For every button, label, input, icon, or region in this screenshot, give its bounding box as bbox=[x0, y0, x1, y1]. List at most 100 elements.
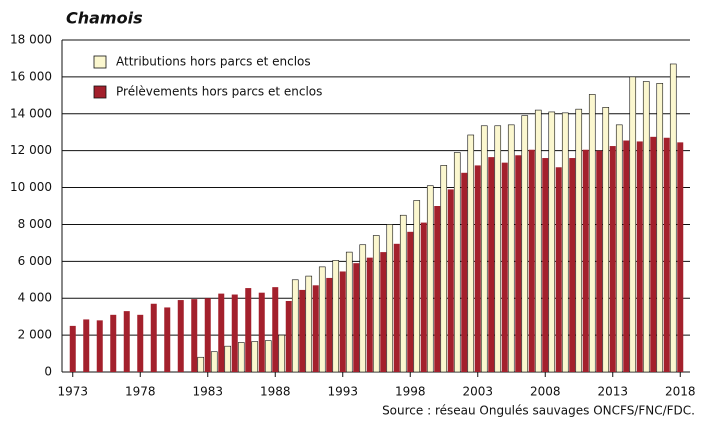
bar bbox=[96, 320, 103, 372]
x-tick-label: 1983 bbox=[192, 385, 223, 399]
bar bbox=[669, 63, 677, 373]
bar bbox=[251, 341, 259, 373]
bar bbox=[534, 109, 542, 373]
x-tick-label: 1993 bbox=[327, 385, 358, 399]
bar bbox=[480, 125, 488, 373]
x-tick-label: 1988 bbox=[260, 385, 291, 399]
bar bbox=[440, 165, 448, 373]
bar bbox=[123, 311, 130, 372]
bar bbox=[426, 185, 434, 373]
bar bbox=[677, 142, 684, 372]
bar bbox=[164, 307, 171, 372]
bar bbox=[231, 294, 238, 372]
bar bbox=[420, 222, 427, 372]
bar bbox=[386, 224, 394, 373]
bar bbox=[515, 155, 522, 372]
bar bbox=[150, 303, 157, 372]
bar bbox=[380, 252, 387, 372]
bar bbox=[291, 279, 299, 373]
bar bbox=[299, 289, 306, 372]
bar bbox=[629, 76, 637, 373]
bar bbox=[83, 319, 90, 372]
bar bbox=[650, 136, 657, 372]
legend-label: Attributions hors parcs et enclos bbox=[116, 55, 311, 69]
x-tick-label: 1973 bbox=[57, 385, 88, 399]
bar bbox=[353, 263, 360, 372]
bar bbox=[137, 314, 144, 372]
bar bbox=[210, 351, 218, 373]
bar bbox=[366, 257, 373, 372]
bar bbox=[447, 189, 454, 372]
bar bbox=[548, 111, 556, 373]
bar bbox=[372, 235, 380, 373]
bar bbox=[359, 244, 367, 373]
y-tick-label: 2 000 bbox=[18, 328, 52, 342]
bar bbox=[191, 299, 198, 372]
y-tick-label: 12 000 bbox=[10, 143, 52, 157]
bar bbox=[69, 325, 76, 372]
bar bbox=[528, 149, 535, 372]
bar bbox=[555, 167, 562, 372]
bar bbox=[588, 94, 596, 373]
bar bbox=[507, 124, 515, 373]
bar bbox=[642, 81, 650, 373]
x-tick-label: 2003 bbox=[462, 385, 493, 399]
x-tick-label: 2008 bbox=[530, 385, 561, 399]
bar bbox=[393, 243, 400, 372]
bar bbox=[488, 157, 495, 372]
bar bbox=[461, 172, 468, 372]
bar bbox=[345, 251, 353, 373]
bar bbox=[285, 300, 292, 372]
bar bbox=[407, 231, 414, 372]
legend-swatch bbox=[93, 85, 107, 99]
bar bbox=[596, 150, 603, 372]
bar bbox=[453, 152, 461, 373]
bar bbox=[245, 288, 252, 372]
bar bbox=[326, 277, 333, 372]
y-tick-label: 14 000 bbox=[10, 106, 52, 120]
bar bbox=[663, 137, 670, 372]
y-tick-label: 4 000 bbox=[18, 291, 52, 305]
bar bbox=[264, 340, 272, 373]
y-tick-label: 6 000 bbox=[18, 254, 52, 268]
bar bbox=[110, 314, 117, 372]
bar bbox=[501, 162, 508, 372]
source-note: Source : réseau Ongulés sauvages ONCFS/F… bbox=[382, 404, 695, 418]
y-tick-label: 16 000 bbox=[10, 69, 52, 83]
bar bbox=[218, 293, 225, 372]
bar bbox=[312, 285, 319, 372]
bar bbox=[542, 158, 549, 372]
bar bbox=[623, 140, 630, 372]
x-tick-label: 2018 bbox=[665, 385, 696, 399]
bar bbox=[494, 125, 502, 373]
bar bbox=[339, 271, 346, 372]
chart-title: Chamois bbox=[66, 9, 143, 28]
bar bbox=[278, 334, 286, 373]
y-tick-label: 8 000 bbox=[18, 217, 52, 231]
bar bbox=[224, 345, 232, 373]
bar bbox=[521, 115, 529, 373]
bar bbox=[609, 146, 616, 372]
bar bbox=[467, 134, 475, 373]
bar bbox=[399, 214, 407, 373]
bar bbox=[177, 300, 184, 372]
y-tick-label: 0 bbox=[44, 365, 52, 379]
bar bbox=[204, 298, 211, 372]
bar bbox=[305, 275, 313, 373]
bar bbox=[434, 206, 441, 372]
bar bbox=[318, 266, 326, 373]
bar bbox=[561, 112, 569, 373]
bar bbox=[656, 83, 664, 373]
y-tick-label: 18 000 bbox=[10, 33, 52, 47]
bar bbox=[615, 124, 623, 373]
bar bbox=[575, 108, 583, 373]
bar bbox=[582, 149, 589, 372]
bar bbox=[569, 158, 576, 372]
bar bbox=[237, 342, 245, 373]
bar bbox=[197, 356, 205, 373]
bar bbox=[413, 200, 421, 373]
bar bbox=[602, 107, 610, 373]
legend-label: Prélèvements hors parcs et enclos bbox=[116, 85, 322, 99]
bar bbox=[474, 165, 481, 372]
